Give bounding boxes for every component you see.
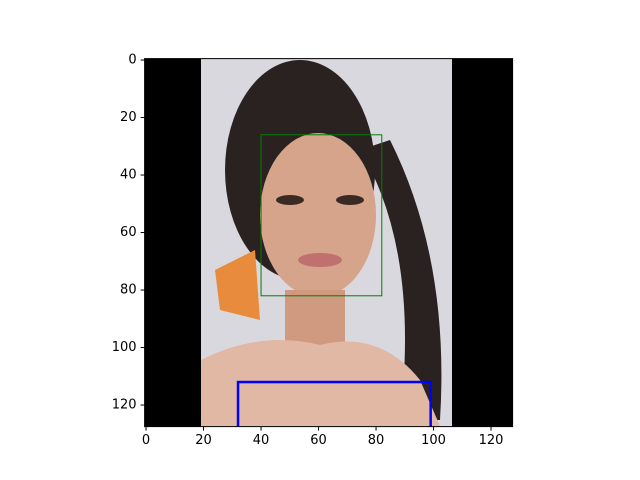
x-tick-label: 20 xyxy=(195,433,212,448)
x-tick-label: 0 xyxy=(142,433,150,448)
y-tick-label: 40 xyxy=(120,168,137,183)
y-tick-label: 60 xyxy=(120,225,137,240)
y-tick-label: 0 xyxy=(128,53,136,68)
axes-frame xyxy=(144,58,514,428)
y-tick-label: 20 xyxy=(120,110,137,125)
x-tick-label: 80 xyxy=(368,433,385,448)
y-tick-label: 100 xyxy=(112,340,137,355)
x-tick-label: 100 xyxy=(421,433,446,448)
boxes xyxy=(236,134,432,427)
eye xyxy=(276,195,304,205)
x-tick-label: 60 xyxy=(310,433,327,448)
bounding-box xyxy=(260,134,383,297)
face xyxy=(260,133,376,297)
hair-side xyxy=(360,140,442,420)
eye xyxy=(336,195,364,205)
logo xyxy=(215,250,260,320)
bounding-box xyxy=(236,380,432,427)
neck xyxy=(285,290,345,350)
y-tick-label: 80 xyxy=(120,283,137,298)
mouth xyxy=(298,253,342,267)
y-tick-label: 120 xyxy=(112,398,137,413)
image xyxy=(144,58,513,427)
x-tick-label: 40 xyxy=(253,433,270,448)
x-tick-label: 120 xyxy=(479,433,504,448)
